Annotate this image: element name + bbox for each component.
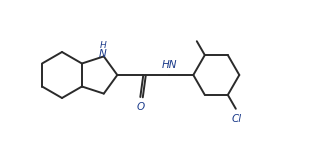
Text: HN: HN xyxy=(162,60,177,70)
Text: H: H xyxy=(99,41,106,50)
Text: N: N xyxy=(99,49,107,59)
Text: O: O xyxy=(136,102,144,112)
Text: Cl: Cl xyxy=(232,114,242,124)
